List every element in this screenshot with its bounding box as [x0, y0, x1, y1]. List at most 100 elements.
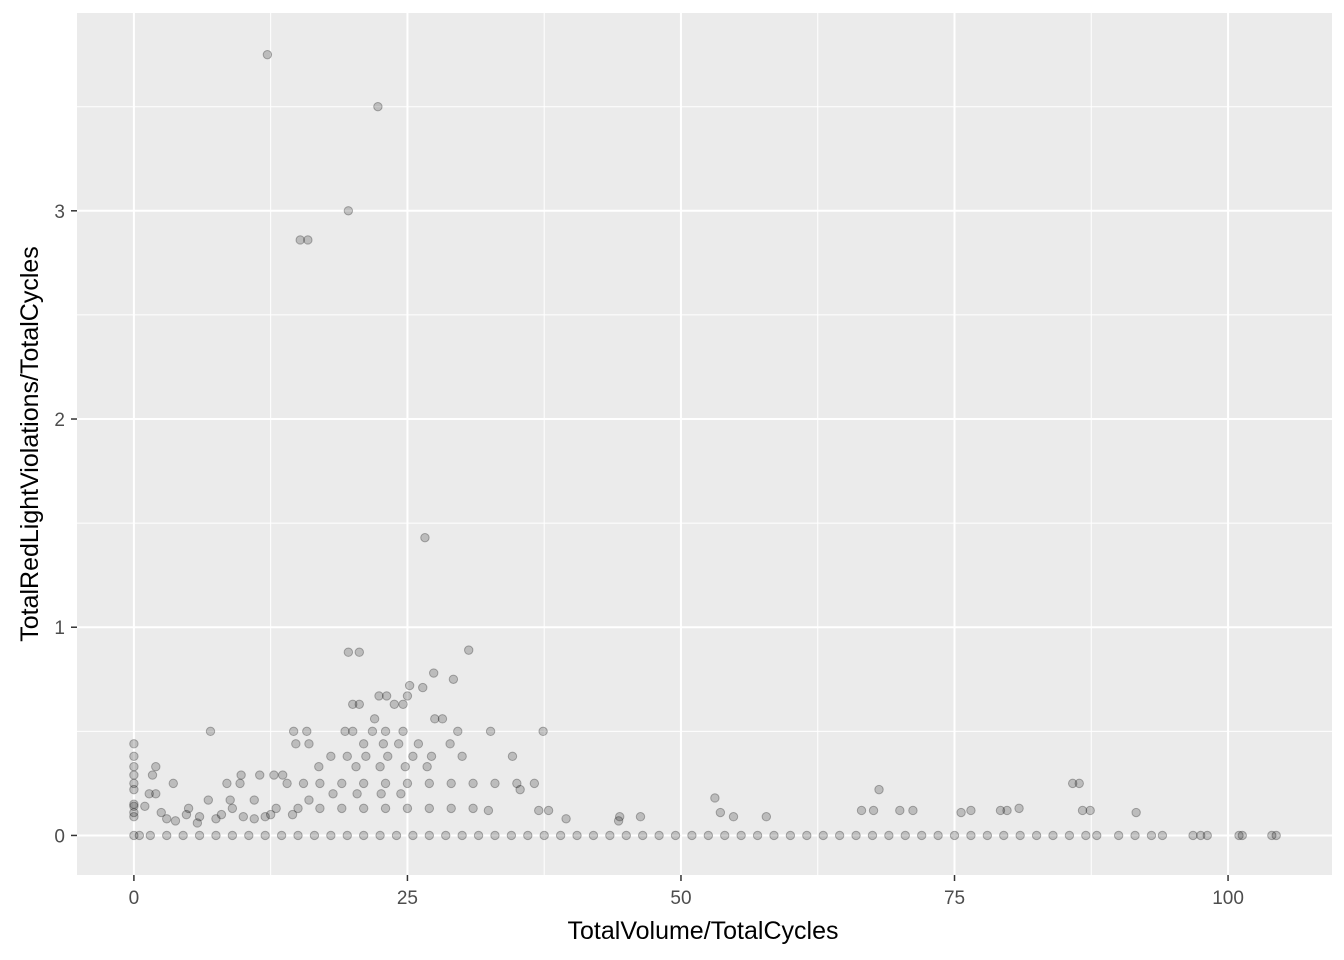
data-point: [375, 762, 385, 772]
data-point: [391, 830, 402, 841]
data-point: [375, 830, 385, 841]
data-point: [1002, 805, 1012, 816]
data-point: [156, 807, 166, 818]
data-point: [162, 830, 172, 841]
data-point: [183, 803, 194, 814]
data-point: [380, 803, 391, 814]
data-point: [538, 726, 548, 737]
data-point: [422, 762, 432, 772]
data-point: [507, 751, 518, 762]
data-point: [418, 682, 428, 693]
data-point: [413, 739, 424, 749]
data-point: [430, 714, 440, 724]
data-point: [129, 812, 139, 822]
y-tick-label: 0: [54, 826, 65, 847]
data-point: [211, 830, 221, 841]
data-point: [736, 830, 746, 841]
data-point: [373, 101, 383, 112]
data-point: [818, 830, 828, 841]
data-point: [393, 739, 404, 749]
data-point: [408, 830, 418, 841]
data-point: [670, 830, 681, 841]
data-point: [225, 795, 235, 805]
data-point: [192, 818, 203, 828]
data-point: [715, 807, 726, 818]
data-point: [728, 812, 739, 822]
data-point: [900, 830, 910, 841]
data-point: [445, 739, 455, 749]
data-point: [129, 762, 139, 772]
data-point: [613, 816, 624, 826]
data-point: [1267, 830, 1277, 841]
data-point: [326, 830, 336, 841]
data-point: [868, 805, 879, 816]
data-point: [222, 778, 232, 789]
data-point: [874, 784, 884, 795]
data-point: [895, 805, 905, 816]
data-point: [326, 751, 336, 762]
y-tick-label: 2: [54, 410, 65, 431]
data-point: [293, 803, 303, 814]
data-point: [1031, 830, 1042, 841]
data-point: [543, 805, 554, 816]
data-point: [949, 830, 960, 841]
data-point: [457, 830, 467, 841]
data-point: [966, 830, 976, 841]
data-point: [236, 770, 246, 780]
data-point: [343, 647, 354, 657]
data-point: [376, 789, 386, 799]
data-point: [351, 762, 361, 772]
data-point: [1234, 830, 1244, 841]
data-point: [437, 714, 448, 724]
data-point: [490, 830, 500, 841]
data-point: [490, 778, 500, 789]
data-point: [1202, 830, 1212, 841]
data-point: [129, 784, 139, 795]
data-point: [1130, 830, 1140, 841]
data-point: [255, 770, 265, 780]
data-point: [238, 812, 249, 822]
data-point: [343, 206, 354, 216]
data-point: [995, 805, 1006, 816]
data-point: [1048, 830, 1058, 841]
data-point: [288, 726, 299, 737]
data-point: [235, 778, 245, 789]
x-tick-label: 0: [129, 888, 140, 909]
data-point: [402, 691, 413, 701]
data-point: [999, 830, 1009, 841]
data-point: [144, 789, 154, 799]
y-axis-title: TotalRedLightViolations/TotalCycles: [16, 246, 44, 642]
data-point: [761, 812, 772, 822]
data-point: [523, 830, 533, 841]
data-point: [420, 532, 430, 543]
x-tick-label: 25: [397, 888, 418, 909]
data-point: [340, 726, 350, 737]
data-point: [194, 812, 205, 822]
data-point: [1064, 830, 1075, 841]
data-point: [348, 699, 358, 709]
data-point: [473, 830, 484, 841]
data-point: [302, 726, 312, 737]
data-point: [244, 830, 254, 841]
data-point: [380, 778, 391, 789]
x-axis-title: TotalVolume/TotalCycles: [568, 917, 839, 945]
data-point: [315, 803, 325, 814]
y-axis: 0 1 2 3: [54, 202, 77, 847]
data-point: [151, 762, 161, 772]
data-point: [408, 751, 418, 762]
data-point: [298, 778, 309, 789]
data-point: [354, 699, 364, 709]
data-point: [342, 751, 352, 762]
data-point: [426, 751, 437, 762]
data-point: [265, 809, 276, 820]
data-point: [1092, 830, 1102, 841]
data-point: [358, 778, 369, 789]
data-point: [337, 803, 347, 814]
data-point: [129, 778, 139, 789]
data-point: [446, 803, 456, 814]
data-point: [506, 830, 517, 841]
data-point: [1131, 807, 1141, 818]
data-point: [203, 795, 213, 805]
data-point: [1196, 830, 1206, 841]
